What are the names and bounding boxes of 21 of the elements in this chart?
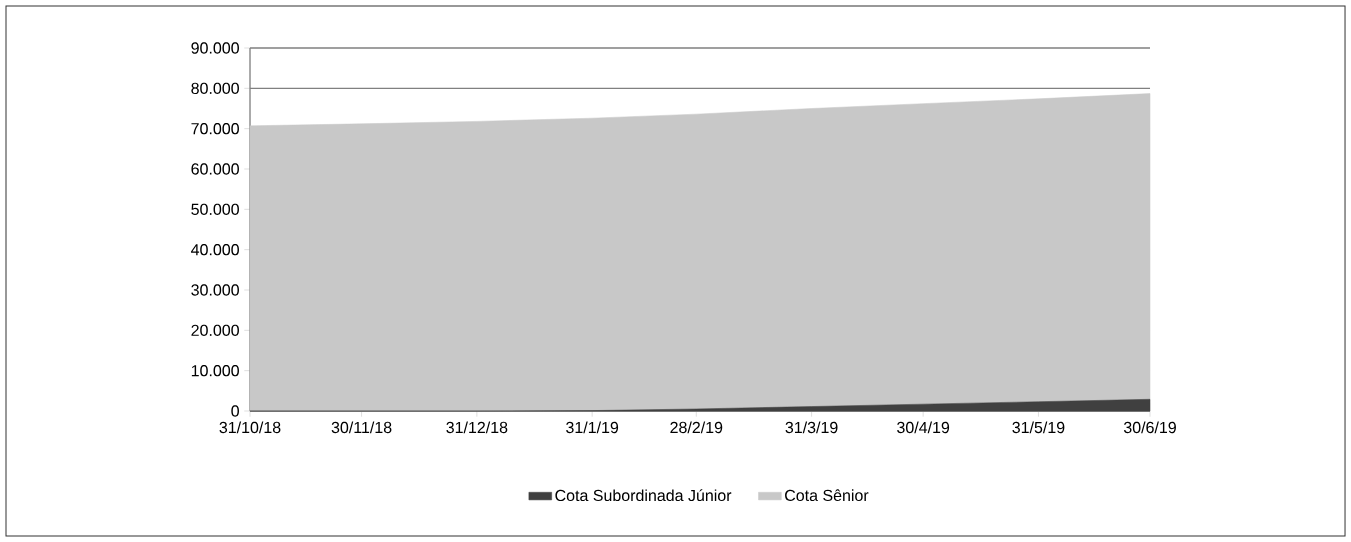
y-tick-label: 70.000 (191, 123, 239, 135)
y-tick-label: 30.000 (191, 284, 239, 296)
y-tick-label: 90.000 (191, 42, 239, 54)
y-tick-label: 40.000 (191, 244, 239, 256)
y-tick-label: 60.000 (191, 163, 239, 175)
y-tick-label: 20.000 (191, 324, 239, 336)
y-tick-label: 0 (231, 405, 239, 417)
x-tick-label: 31/12/18 (446, 421, 508, 434)
x-tick-label: 31/1/19 (566, 421, 619, 434)
y-tick-label: 50.000 (191, 203, 239, 215)
legend-label: Cota Subordinada Júnior (555, 489, 732, 502)
x-tick-label: 28/2/19 (670, 421, 723, 434)
x-tick-label: 31/3/19 (785, 421, 838, 434)
x-tick-label: 30/6/19 (1123, 421, 1176, 434)
x-tick-label: 31/5/19 (1012, 421, 1065, 434)
x-tick-label: 31/10/18 (219, 421, 281, 434)
legend-label: Cota Sênior (785, 489, 869, 502)
y-tick-label: 10.000 (191, 365, 239, 377)
x-tick-label: 30/11/18 (331, 421, 392, 434)
y-tick-label: 80.000 (191, 82, 239, 94)
x-tick-label: 30/4/19 (897, 421, 950, 434)
